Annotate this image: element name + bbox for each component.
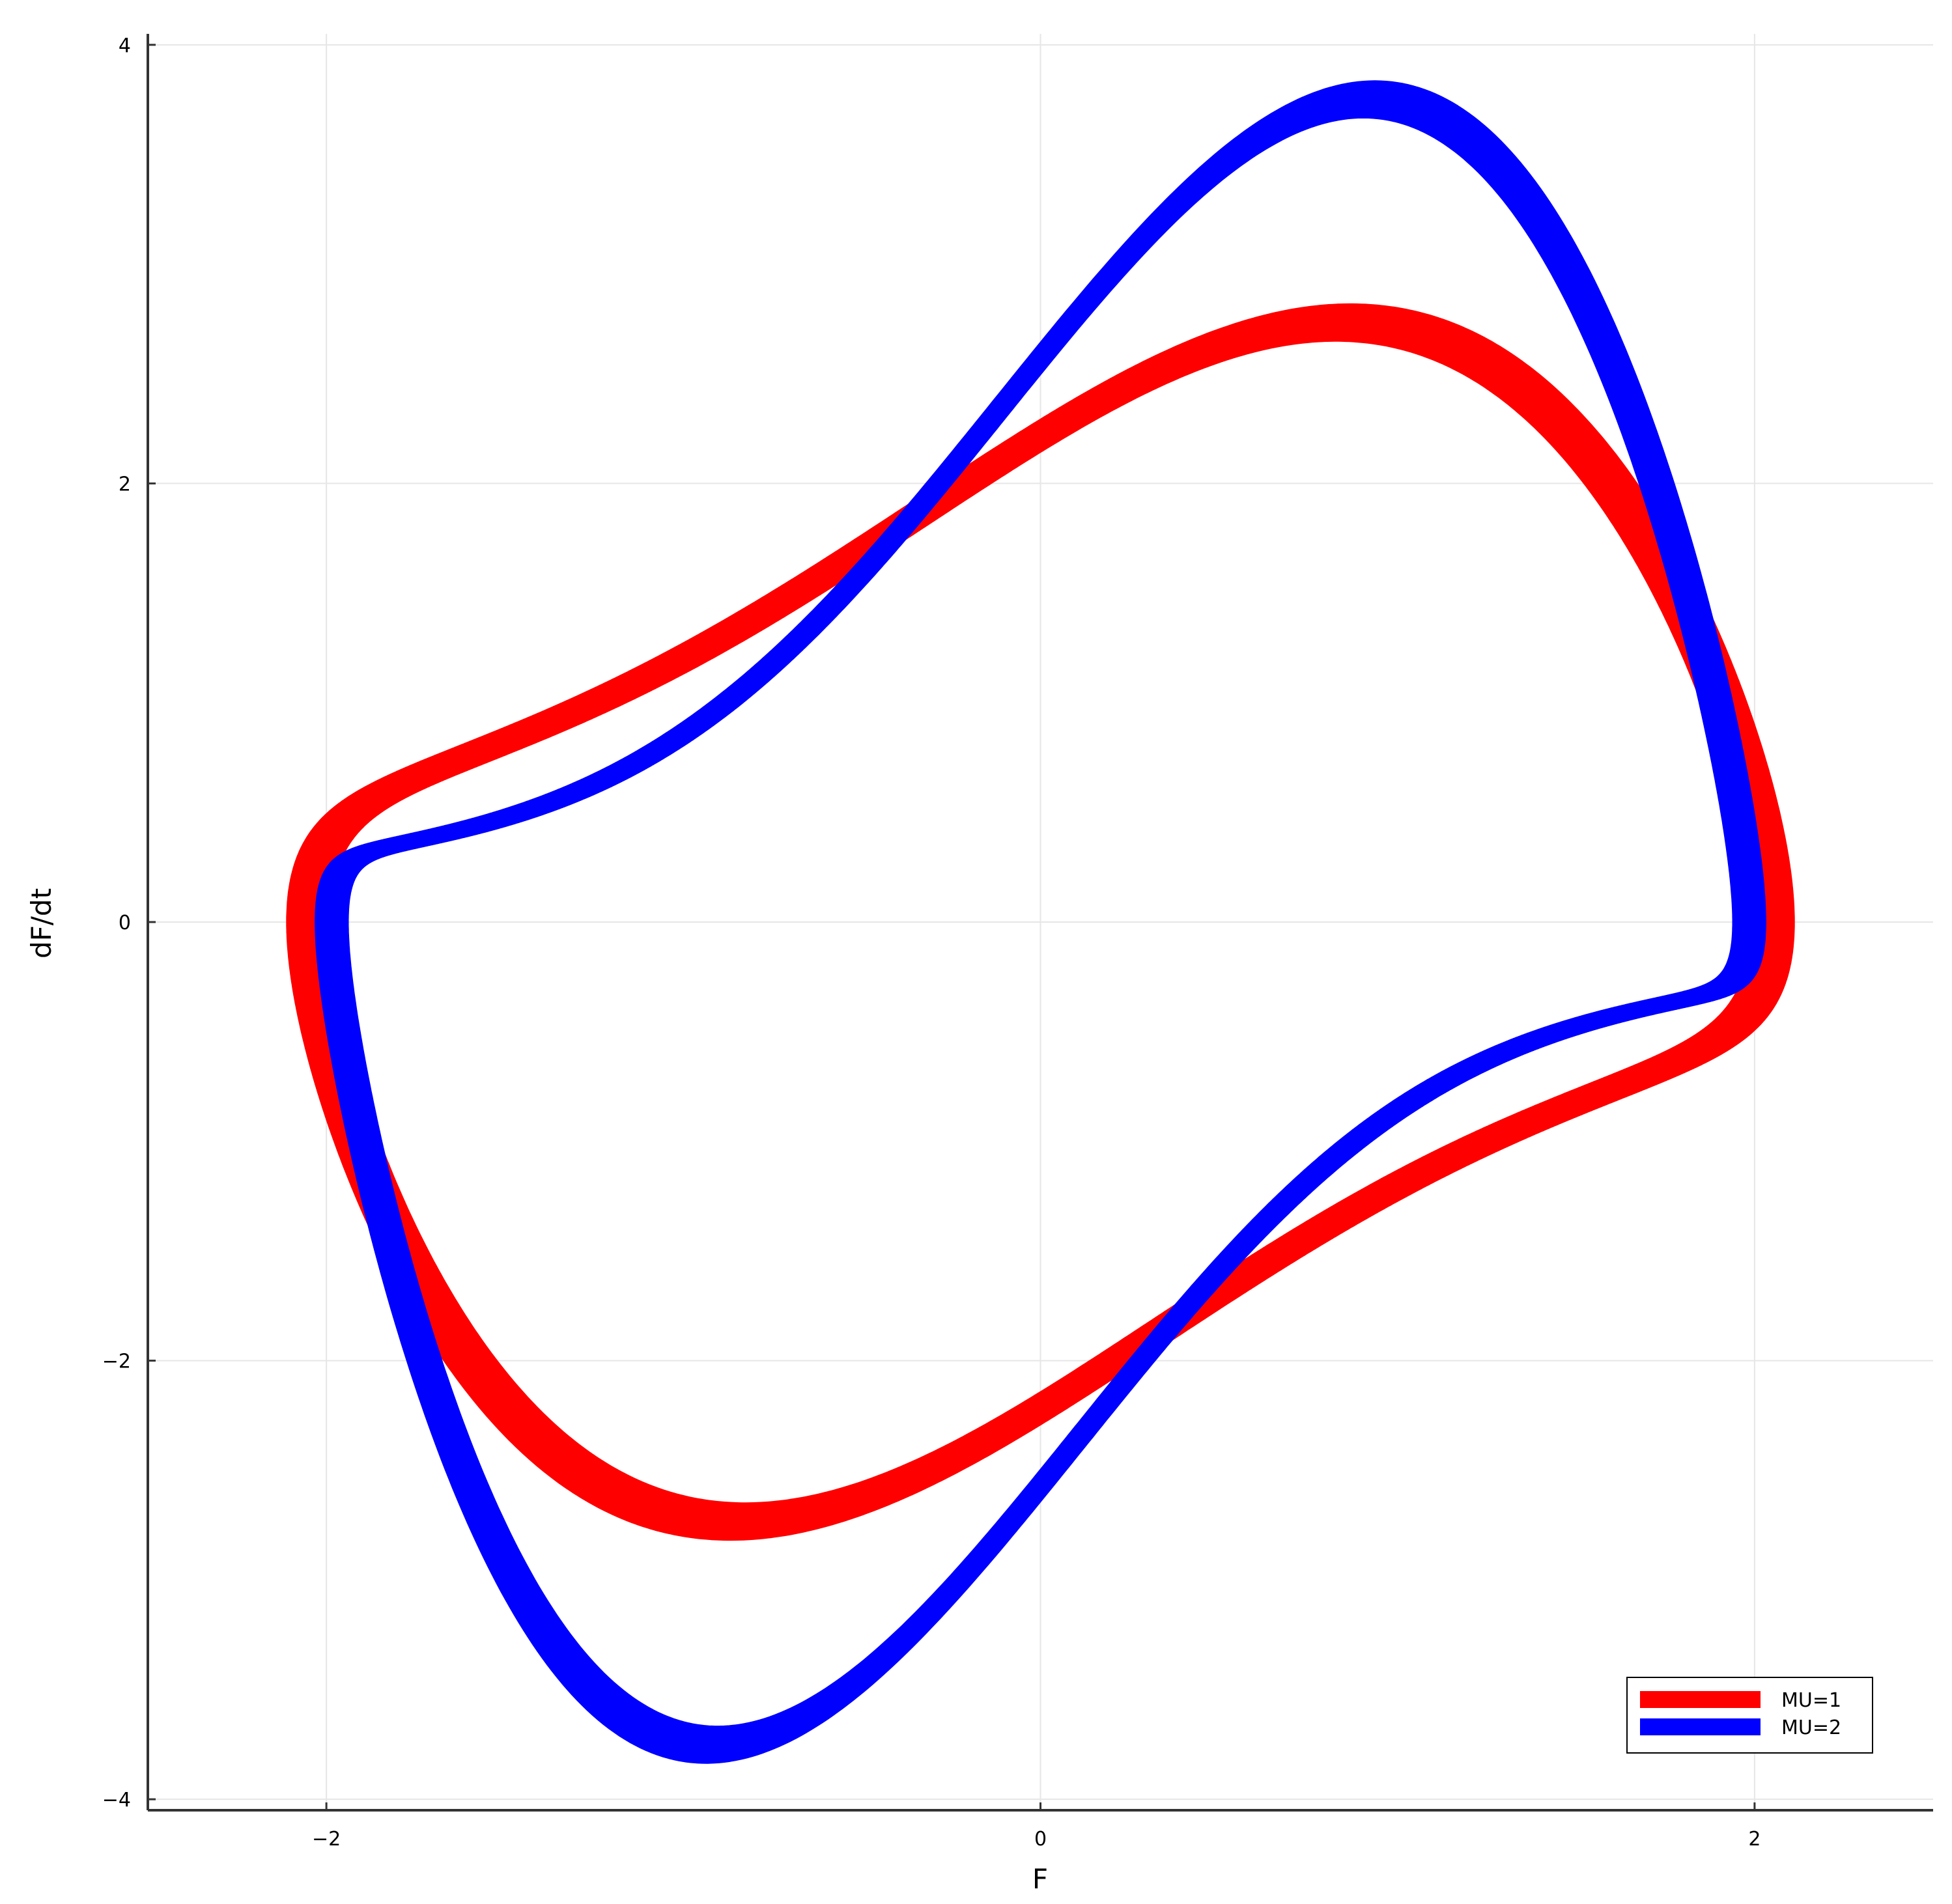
x-axis-label: F bbox=[1032, 1863, 1048, 1895]
legend: MU=1 MU=2 bbox=[1626, 1677, 1873, 1754]
x-tick-label: −2 bbox=[312, 1828, 341, 1851]
ticks: −2 0 2 −4 −2 0 2 4 bbox=[102, 35, 1761, 1851]
y-tick-label: 0 bbox=[119, 912, 131, 934]
y-tick-label: 2 bbox=[119, 473, 131, 496]
y-tick-label: −4 bbox=[102, 1789, 131, 1812]
legend-label: MU=1 bbox=[1781, 1689, 1841, 1712]
x-tick-label: 2 bbox=[1748, 1828, 1761, 1851]
legend-box bbox=[1626, 1677, 1873, 1754]
series-mu-2 bbox=[315, 80, 1766, 1764]
y-axis-label: dF/dt bbox=[25, 888, 57, 959]
series-layer bbox=[286, 80, 1795, 1764]
x-tick-label: 0 bbox=[1034, 1828, 1047, 1851]
y-tick-label: −2 bbox=[102, 1351, 131, 1373]
series-line bbox=[339, 109, 1742, 1735]
legend-label: MU=2 bbox=[1781, 1716, 1841, 1739]
series-mu-1 bbox=[286, 303, 1795, 1541]
y-tick-label: 4 bbox=[119, 35, 131, 57]
